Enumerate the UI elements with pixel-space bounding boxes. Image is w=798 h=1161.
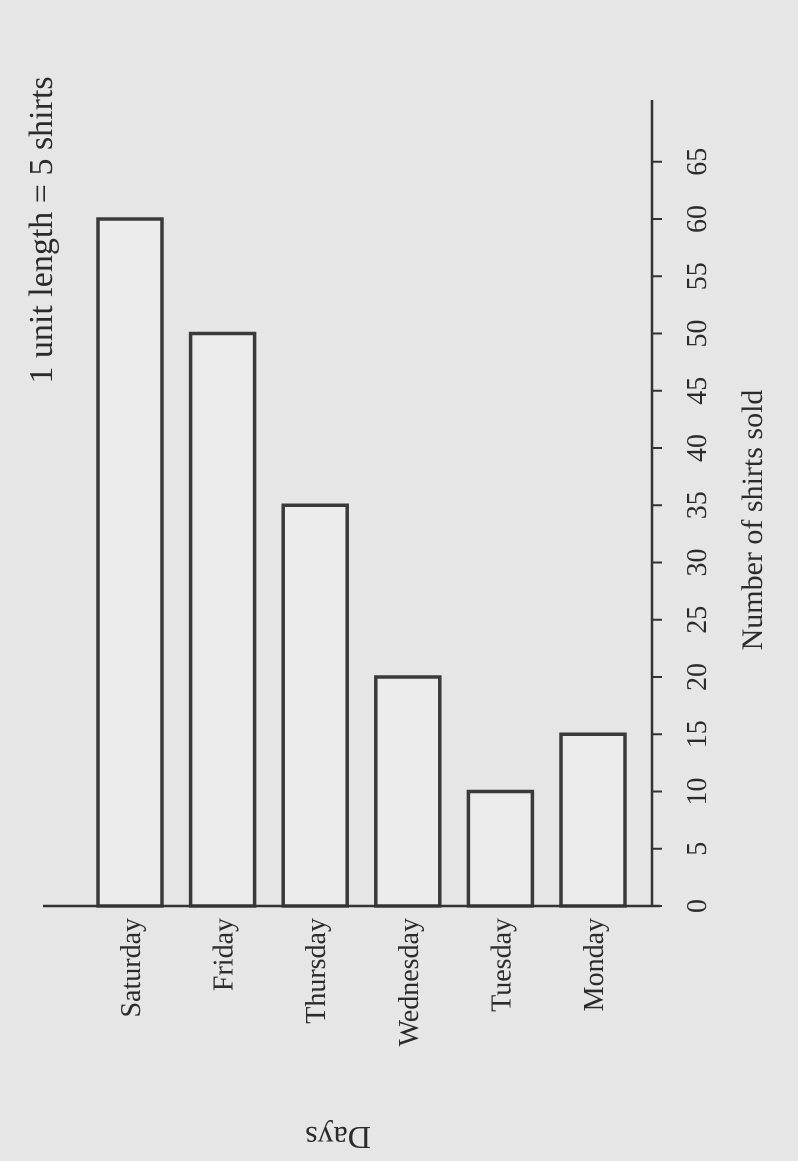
category-label-saturday: Saturday (116, 918, 147, 1018)
tick-label-15: 15 (682, 720, 713, 748)
tick-label-0: 0 (682, 899, 713, 913)
bar-saturday (96, 217, 164, 908)
tick-label-20: 20 (682, 663, 713, 691)
bar-friday (188, 331, 257, 908)
bar-monday (559, 732, 627, 908)
tick-label-50: 50 (682, 320, 713, 348)
tick-label-35: 35 (682, 491, 713, 519)
tick-label-55: 55 (682, 262, 713, 290)
category-labels-group: Saturday Friday Thursday Wednesday Tuesday Mo… (116, 918, 610, 1046)
tick-label-10: 10 (682, 778, 713, 806)
bar-wednesday (374, 675, 442, 908)
category-label-wednesday: Wednesday (394, 918, 425, 1046)
tick-label-25: 25 (682, 606, 713, 634)
tick-label-5: 5 (682, 842, 713, 856)
scale-note: 1 unit length = 5 shirts (23, 76, 60, 383)
tick-label-30: 30 (682, 549, 713, 577)
tick-label-60: 60 (682, 205, 713, 233)
x-axis-label: Number of shirts sold (736, 390, 769, 651)
category-label-monday: Monday (579, 918, 610, 1011)
bar-thursday (281, 503, 349, 908)
bars-group (96, 217, 627, 908)
tick-label-40: 40 (682, 434, 713, 462)
category-label-tuesday: Tuesday (486, 918, 517, 1012)
value-ticks-group: 0 5 10 15 20 25 30 35 40 45 50 55 60 65 (652, 148, 713, 913)
y-axis-label: Days (305, 1120, 371, 1156)
category-label-thursday: Thursday (301, 918, 332, 1024)
tick-label-65: 65 (682, 148, 713, 176)
bar-tuesday (466, 789, 535, 908)
tick-label-45: 45 (682, 377, 713, 405)
category-label-friday: Friday (209, 918, 240, 991)
